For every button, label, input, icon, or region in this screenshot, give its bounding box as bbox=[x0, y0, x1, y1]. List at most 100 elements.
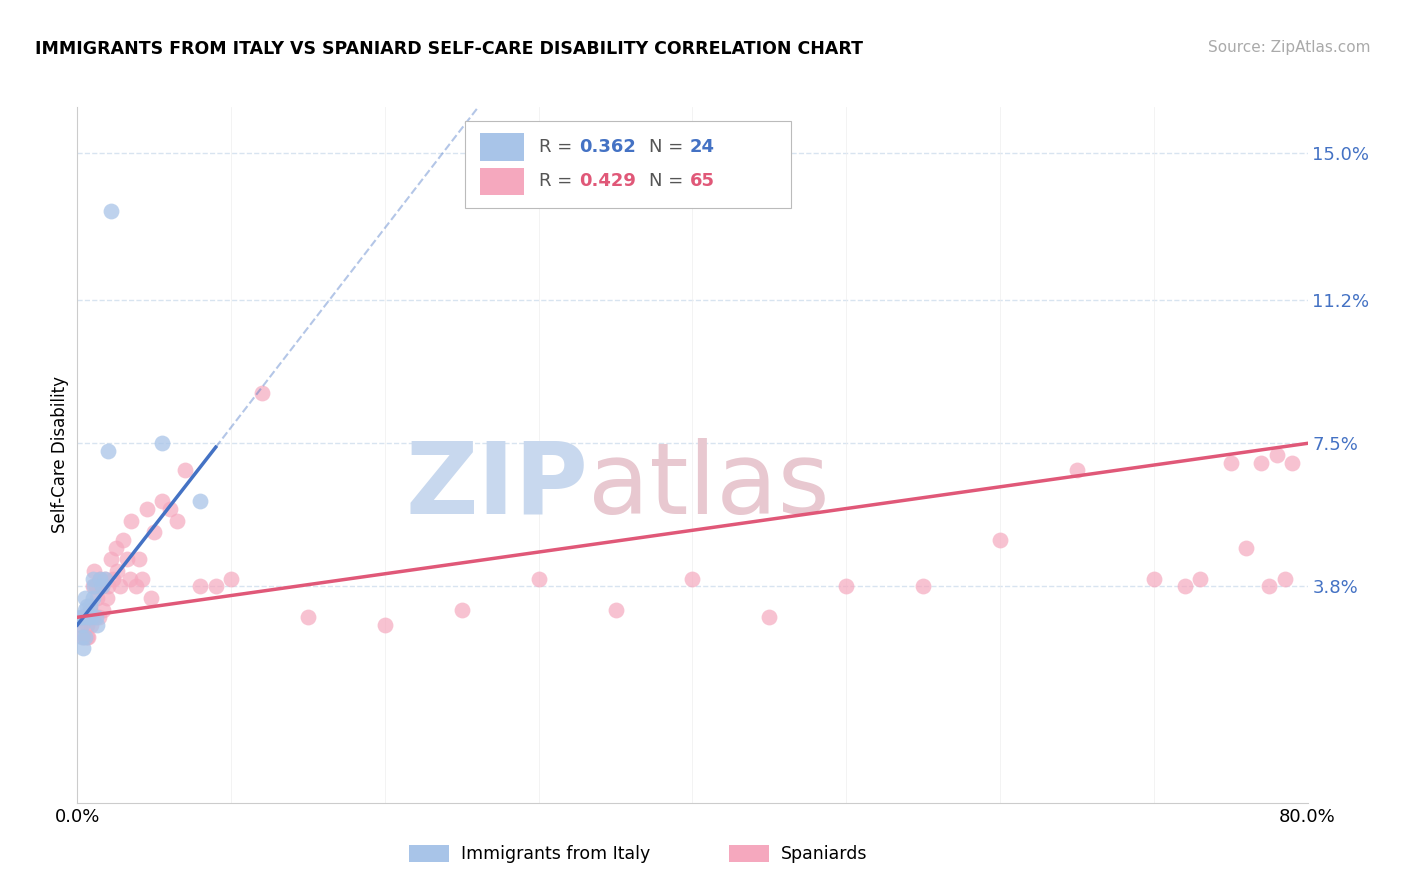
Point bbox=[79, 602, 101, 616]
Point bbox=[97, 444, 120, 458]
Point bbox=[143, 525, 166, 540]
Point bbox=[77, 630, 100, 644]
Point bbox=[84, 579, 107, 593]
Point bbox=[912, 579, 935, 593]
Point bbox=[219, 572, 242, 586]
Point bbox=[76, 618, 98, 632]
Point bbox=[1274, 572, 1296, 586]
Point bbox=[188, 579, 212, 593]
Point bbox=[89, 572, 111, 586]
Point bbox=[374, 618, 396, 632]
FancyBboxPatch shape bbox=[465, 121, 792, 208]
Point bbox=[1281, 456, 1303, 470]
Point bbox=[80, 610, 103, 624]
Point bbox=[758, 610, 780, 624]
Point bbox=[1219, 456, 1241, 470]
Point bbox=[118, 572, 141, 586]
Point bbox=[1143, 572, 1166, 586]
Point bbox=[73, 610, 96, 624]
FancyBboxPatch shape bbox=[479, 168, 524, 195]
Point bbox=[86, 591, 108, 605]
Point bbox=[101, 572, 124, 586]
Point bbox=[100, 204, 122, 219]
Text: Source: ZipAtlas.com: Source: ZipAtlas.com bbox=[1208, 40, 1371, 55]
Point bbox=[682, 572, 704, 586]
Point bbox=[104, 541, 127, 555]
Point bbox=[141, 591, 163, 605]
Point bbox=[83, 564, 105, 578]
Point bbox=[72, 610, 94, 624]
Point bbox=[120, 514, 142, 528]
Point bbox=[76, 599, 98, 613]
Point bbox=[150, 436, 173, 450]
Text: 0.429: 0.429 bbox=[579, 172, 636, 191]
Point bbox=[90, 579, 114, 593]
FancyBboxPatch shape bbox=[479, 133, 524, 161]
Point bbox=[73, 630, 96, 644]
Point bbox=[72, 641, 94, 656]
Point bbox=[96, 591, 118, 605]
Point bbox=[82, 610, 104, 624]
Point bbox=[250, 386, 273, 401]
Point bbox=[73, 591, 96, 605]
Point bbox=[89, 572, 111, 586]
Point bbox=[69, 610, 91, 624]
Point bbox=[82, 572, 104, 586]
Point bbox=[1188, 572, 1211, 586]
Point bbox=[110, 579, 132, 593]
Point bbox=[125, 579, 148, 593]
Point bbox=[93, 602, 115, 616]
Point bbox=[835, 579, 858, 593]
Text: 0.362: 0.362 bbox=[579, 137, 636, 156]
Text: Spaniards: Spaniards bbox=[782, 845, 868, 863]
Point bbox=[450, 602, 472, 616]
Text: IMMIGRANTS FROM ITALY VS SPANIARD SELF-CARE DISABILITY CORRELATION CHART: IMMIGRANTS FROM ITALY VS SPANIARD SELF-C… bbox=[35, 40, 863, 58]
Text: N =: N = bbox=[650, 172, 689, 191]
FancyBboxPatch shape bbox=[409, 846, 449, 862]
Point bbox=[115, 552, 138, 566]
Point bbox=[84, 610, 107, 624]
Point bbox=[77, 610, 100, 624]
Text: N =: N = bbox=[650, 137, 689, 156]
Point bbox=[82, 591, 104, 605]
Point bbox=[70, 618, 93, 632]
Point bbox=[150, 494, 173, 508]
Text: Immigrants from Italy: Immigrants from Italy bbox=[461, 845, 651, 863]
Point bbox=[86, 618, 108, 632]
Point bbox=[90, 579, 114, 593]
Point bbox=[1066, 463, 1088, 477]
Point bbox=[80, 618, 103, 632]
Point bbox=[1258, 579, 1281, 593]
Point bbox=[159, 502, 181, 516]
Point bbox=[297, 610, 319, 624]
Text: R =: R = bbox=[538, 137, 578, 156]
FancyBboxPatch shape bbox=[730, 846, 769, 862]
Point bbox=[100, 552, 122, 566]
Point bbox=[73, 602, 96, 616]
Y-axis label: Self-Care Disability: Self-Care Disability bbox=[51, 376, 69, 533]
Point bbox=[70, 610, 93, 624]
Point bbox=[1234, 541, 1257, 555]
Point bbox=[83, 579, 105, 593]
Point bbox=[204, 579, 226, 593]
Point bbox=[105, 564, 128, 578]
Text: 24: 24 bbox=[690, 137, 716, 156]
Point bbox=[166, 514, 188, 528]
Point bbox=[128, 552, 150, 566]
Point bbox=[97, 579, 120, 593]
Point bbox=[135, 502, 157, 516]
Point bbox=[988, 533, 1011, 547]
Text: R =: R = bbox=[538, 172, 578, 191]
Point bbox=[94, 572, 117, 586]
Point bbox=[112, 533, 135, 547]
Point bbox=[1174, 579, 1197, 593]
Point bbox=[82, 579, 104, 593]
Point bbox=[94, 572, 117, 586]
Point bbox=[69, 618, 91, 632]
Point bbox=[174, 463, 197, 477]
Text: 65: 65 bbox=[690, 172, 716, 191]
Text: ZIP: ZIP bbox=[405, 438, 588, 534]
Text: atlas: atlas bbox=[588, 438, 830, 534]
Point bbox=[1265, 448, 1288, 462]
Point bbox=[605, 602, 627, 616]
